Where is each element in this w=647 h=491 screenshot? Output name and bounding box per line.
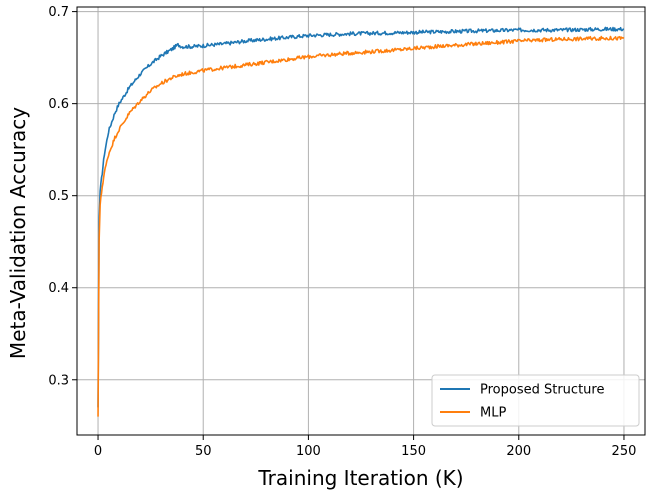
y-tick-label: 0.6 [48, 97, 69, 112]
y-tick-label: 0.7 [48, 5, 69, 20]
series-line-mlp [97, 35, 625, 417]
x-tick-label: 50 [195, 444, 212, 459]
x-tick-label: 250 [612, 444, 637, 459]
ticks: 0 50 100 150 200 250 0.3 0.4 0.5 0.6 0.7 [48, 5, 636, 459]
x-tick-label: 200 [506, 444, 531, 459]
x-tick-label: 100 [296, 444, 321, 459]
grid [77, 7, 645, 435]
x-tick-label: 150 [401, 444, 426, 459]
x-tick-label: 0 [94, 444, 102, 459]
series-group [97, 26, 625, 417]
plot-frame [76, 6, 646, 436]
legend-label-proposed-structure: Proposed Structure [480, 383, 604, 398]
legend: Proposed Structure MLP [431, 374, 640, 427]
y-tick-label: 0.5 [48, 189, 69, 204]
legend-label-mlp: MLP [480, 406, 506, 421]
y-tick-label: 0.4 [48, 281, 69, 296]
series-line-proposed-structure [97, 26, 625, 408]
y-tick-label: 0.3 [48, 373, 69, 388]
y-axis-label: Meta-Validation Accuracy [6, 107, 30, 359]
legend-box [431, 374, 640, 427]
x-axis-label: Training Iteration (K) [257, 466, 463, 490]
